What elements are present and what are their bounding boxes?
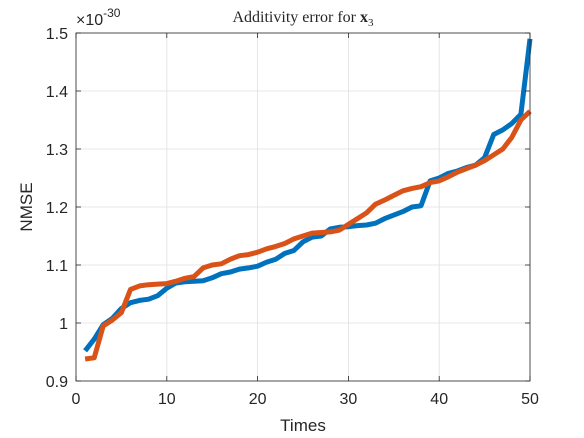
y-tick-label: 1.1 [46,258,68,275]
x-tick-label: 50 [521,391,539,408]
title-variable: x [360,9,368,26]
series-layer [83,38,533,362]
x-tick-label: 30 [340,391,358,408]
ticks: 0 10 20 30 40 50 0.9 1 1.1 1.2 1.3 1.4 1.5 [46,26,539,408]
x-tick-label: 20 [249,391,267,408]
y-tick-label: 1.2 [46,200,68,217]
x-tick-label: 0 [72,391,81,408]
x-axis-label: Times [280,416,326,435]
y-tick-label: 1.5 [46,26,68,43]
grid [75,32,531,382]
x-tick-label: 10 [158,391,176,408]
y-tick-label: 1.4 [46,84,68,101]
y-axis-label: NMSE [17,182,36,231]
exponent-power: -30 [103,6,121,20]
y-tick-label: 0.9 [46,374,68,391]
chart-title: Additivity error for x3 [232,9,374,29]
exponent-label: ×10-30 [76,6,121,29]
y-tick-label: 1.3 [46,142,68,159]
title-prefix: Additivity error for [232,9,360,26]
title-subscript: 3 [368,17,374,29]
series-line-2 [84,109,532,362]
exponent-prefix: ×10 [76,12,103,29]
x-tick-label: 40 [430,391,448,408]
y-tick-label: 1 [59,316,68,333]
